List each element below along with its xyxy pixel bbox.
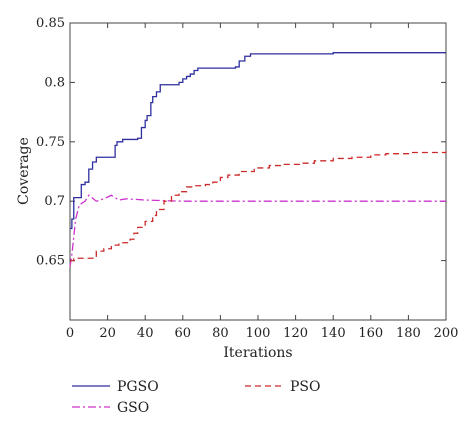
- y-tick-label: 0.85: [36, 16, 65, 31]
- plot-area: [69, 22, 447, 321]
- series-layer: [69, 52, 447, 267]
- y-axis-label: Coverage: [16, 137, 32, 205]
- x-tick-label: 160: [358, 326, 383, 341]
- y-tick-label: 0.8: [44, 75, 65, 90]
- x-tick-label: 100: [246, 326, 271, 341]
- x-tick-label: 120: [283, 326, 308, 341]
- x-tick-label: 40: [137, 326, 154, 341]
- axis-ticks: 0 20 40 60 80 100 120 140 160 180 200 0.65 0.7 0.75 0.…: [36, 16, 458, 341]
- x-tick-label: 60: [175, 326, 192, 341]
- series-line-pgso: [70, 52, 446, 230]
- series-line-gso: [69, 194, 446, 267]
- y-tick-label: 0.75: [36, 135, 65, 150]
- x-tick-label: 80: [212, 326, 229, 341]
- y-tick-label: 0.7: [44, 194, 65, 209]
- y-tick-label: 0.65: [36, 254, 65, 269]
- x-tick-label: 20: [99, 326, 116, 341]
- x-tick-label: 200: [434, 326, 459, 341]
- x-tick-label: 0: [66, 326, 74, 341]
- legend: PGSO GSO PSO: [72, 379, 321, 416]
- legend-label-pso: PSO: [290, 379, 321, 395]
- x-tick-label: 140: [321, 326, 346, 341]
- legend-label-pgso: PGSO: [117, 379, 159, 395]
- x-axis-label: Iterations: [223, 345, 292, 361]
- x-tick-label: 180: [396, 326, 421, 341]
- series-line-pso: [70, 151, 447, 262]
- legend-label-gso: GSO: [117, 400, 149, 416]
